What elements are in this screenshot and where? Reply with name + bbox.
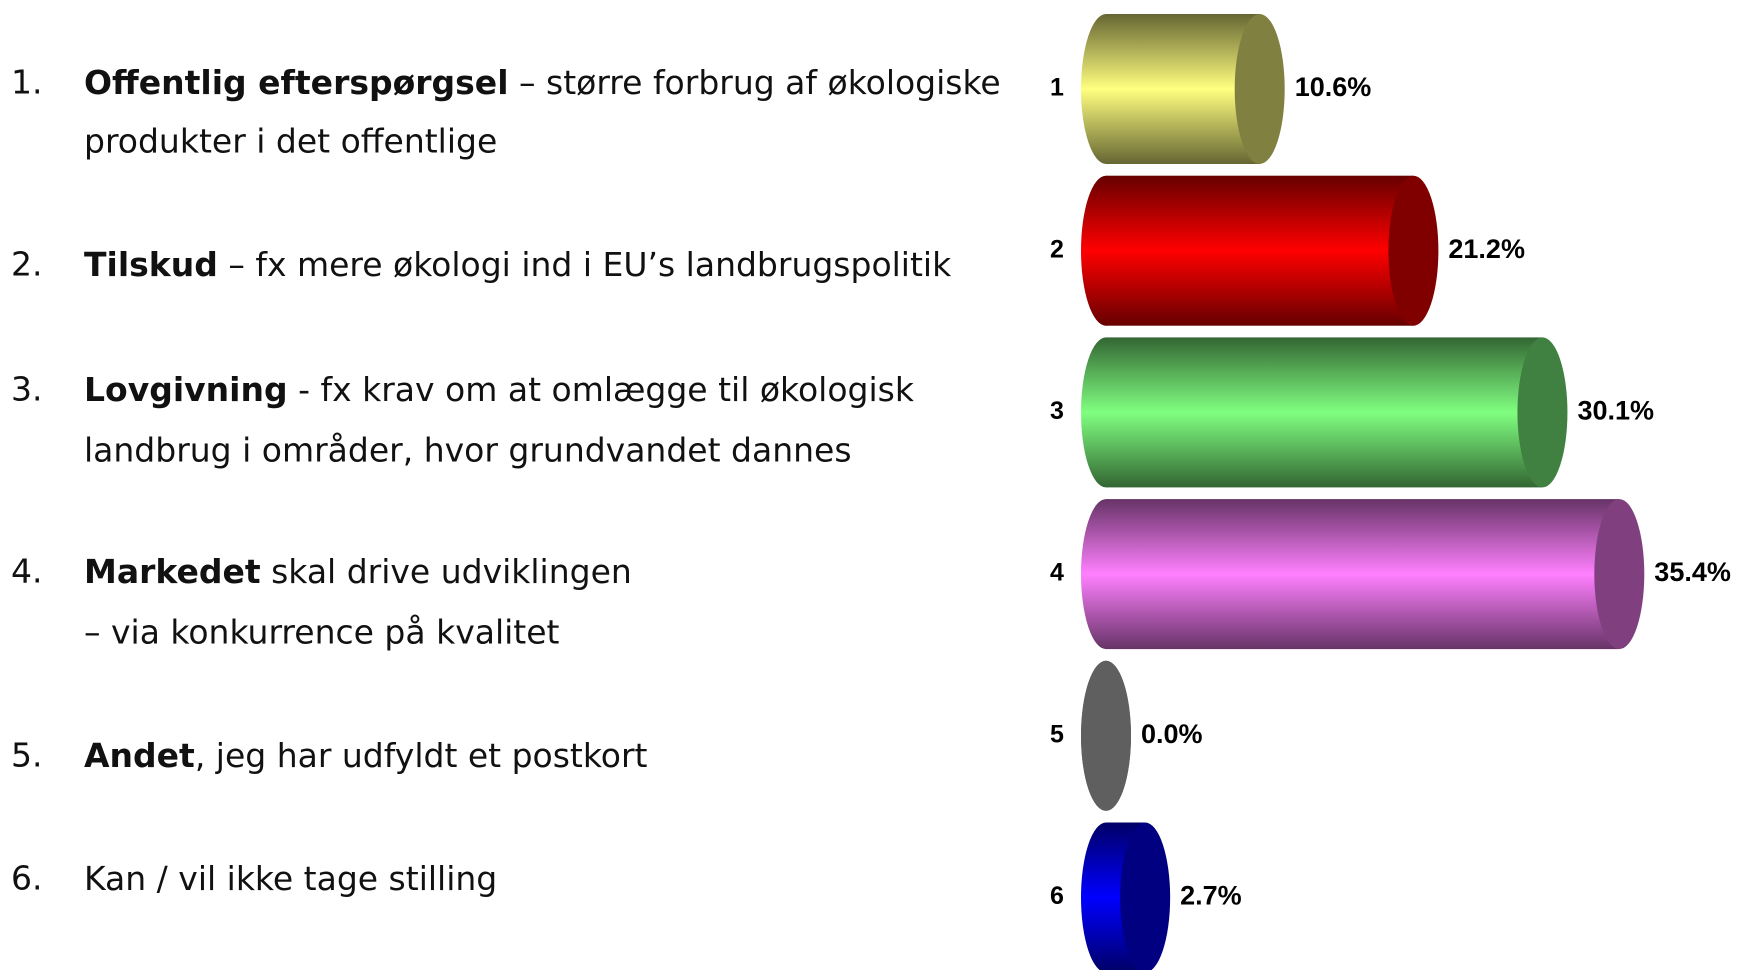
item-text: Offentlig efterspørgsel – større forbrug… — [84, 63, 1001, 102]
value-label: 30.1% — [1577, 396, 1654, 426]
bar-cap — [1081, 660, 1131, 811]
bar-cap — [1234, 14, 1285, 164]
item-bold: Tilskud — [84, 245, 218, 284]
item-rest: , jeg har udfyldt et postkort — [195, 736, 648, 775]
bar-cap — [1120, 822, 1171, 973]
item-rest: skal drive udviklingen — [261, 552, 632, 591]
item-number: 3. — [11, 370, 43, 409]
bar-cap — [1517, 337, 1568, 488]
bar-body — [1106, 499, 1620, 650]
bar-body — [1106, 337, 1543, 488]
item-text: Lovgivning - fx krav om at omlægge til ø… — [84, 370, 915, 409]
item-text: Markedet skal drive udviklingen — [84, 552, 632, 591]
item-bold: Lovgivning — [84, 370, 288, 409]
item-rest: Kan / vil ikke tage stilling — [84, 859, 497, 898]
item-text: Kan / vil ikke tage stilling — [84, 859, 497, 898]
value-label: 35.4% — [1654, 557, 1731, 587]
value-label: 2.7% — [1180, 881, 1242, 911]
item-number: 2. — [11, 245, 43, 284]
item-bold: Andet — [84, 736, 195, 775]
item-rest: - fx krav om at omlægge til økologisk — [288, 370, 915, 409]
category-label: 5 — [1050, 720, 1064, 748]
value-label: 10.6% — [1295, 72, 1372, 102]
bar — [1081, 660, 1131, 811]
item-number: 1. — [11, 63, 43, 102]
category-label: 4 — [1050, 559, 1064, 587]
item-bold: Offentlig efterspørgsel — [84, 63, 509, 102]
item-rest: – fx mere økologi ind i EU’s landbrugspo… — [218, 245, 952, 284]
value-label: 0.0% — [1141, 719, 1203, 749]
bar-cap — [1388, 175, 1439, 326]
value-label: 21.2% — [1448, 234, 1525, 264]
item-number: 4. — [11, 552, 43, 591]
bar-body — [1106, 14, 1260, 164]
item-text: Tilskud – fx mere økologi ind i EU’s lan… — [84, 245, 952, 284]
bar — [1081, 14, 1285, 164]
bar — [1081, 822, 1171, 973]
item-continuation: landbrug i områder, hvor grundvandet dan… — [84, 431, 852, 470]
item-continuation: produkter i det offentlige — [84, 122, 497, 161]
item-continuation: – via konkurrence på kvalitet — [84, 613, 560, 652]
bar — [1081, 175, 1439, 326]
item-number: 5. — [11, 736, 43, 775]
bar — [1081, 499, 1645, 650]
item-text: Andet, jeg har udfyldt et postkort — [84, 736, 648, 775]
bar — [1081, 337, 1568, 488]
item-rest: – større forbrug af økologiske — [509, 63, 1001, 102]
category-label: 1 — [1050, 74, 1064, 102]
item-number: 6. — [11, 859, 43, 898]
item-bold: Markedet — [84, 552, 261, 591]
bar-body — [1106, 175, 1414, 326]
category-label: 3 — [1050, 397, 1064, 425]
bar-cap — [1594, 499, 1645, 650]
category-label: 2 — [1050, 235, 1064, 263]
category-label: 6 — [1050, 882, 1064, 910]
